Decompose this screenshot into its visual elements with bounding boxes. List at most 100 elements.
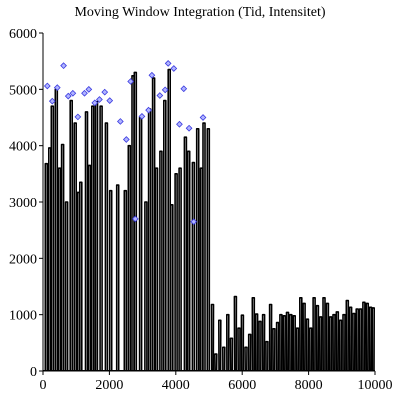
- peak-marker: [101, 88, 109, 96]
- signal-pulse: [151, 77, 156, 371]
- y-tick-label: 3000: [9, 196, 37, 211]
- y-tick-label: 1000: [9, 309, 37, 324]
- signal-pulse: [338, 319, 343, 372]
- signal-pulse: [210, 303, 215, 372]
- peak-marker: [170, 65, 178, 72]
- signal-pulse: [358, 308, 363, 372]
- signal-pulse: [279, 313, 283, 372]
- peak-marker: [69, 89, 77, 97]
- peak-marker: [85, 85, 93, 93]
- signal-pulse: [265, 340, 269, 372]
- peak-marker: [127, 78, 135, 85]
- signal-pulse: [127, 144, 132, 371]
- signal-pulse: [328, 316, 333, 372]
- signal-pulse: [170, 204, 174, 371]
- peak-marker-series: [43, 60, 207, 226]
- signal-pulse: [195, 128, 200, 371]
- signal-pulse: [258, 320, 262, 372]
- y-tick-label: 0: [30, 365, 37, 380]
- peak-marker: [156, 92, 164, 99]
- signal-pulse: [79, 181, 83, 372]
- signal-pulse: [247, 333, 252, 372]
- y-tick-label: 2000: [9, 252, 37, 267]
- x-tick-label: 8000: [295, 378, 323, 393]
- signal-pulse: [159, 150, 163, 371]
- signal-pulse: [237, 327, 241, 372]
- signal-pulse: [368, 306, 373, 372]
- signal-pulse: [226, 313, 230, 372]
- signal-pulse: [371, 307, 375, 372]
- signal-series: [43, 68, 375, 372]
- peak-marker: [53, 84, 61, 92]
- signal-pulse: [299, 297, 303, 372]
- signal-pulse: [365, 302, 369, 372]
- peak-marker: [81, 89, 88, 97]
- signal-pulse: [218, 319, 222, 372]
- signal-pulse: [94, 100, 99, 372]
- chart-axes: 0 1000 2000 3000 4000 5000 6000 0 2000 4000 6000 80…: [9, 27, 393, 393]
- peak-marker: [106, 97, 114, 104]
- signal-pulse: [147, 108, 152, 371]
- chart-title: Moving Window Integration (Tid, Intensit…: [74, 5, 326, 20]
- signal-pulse: [174, 173, 178, 371]
- signal-pulse: [233, 295, 238, 372]
- signal-pulse: [268, 303, 273, 372]
- y-tick-label: 4000: [9, 140, 37, 155]
- signal-pulse: [282, 315, 286, 372]
- signal-pulse: [240, 314, 245, 372]
- peak-marker: [148, 71, 156, 79]
- signal-pulse: [54, 88, 59, 371]
- x-tick-label: 4000: [162, 378, 190, 393]
- signal-pulse: [104, 122, 109, 371]
- signal-pulse: [64, 201, 69, 371]
- signal-pulse: [144, 201, 148, 371]
- signal-pulse: [163, 99, 167, 371]
- peak-marker: [91, 99, 99, 107]
- signal-pulse: [154, 167, 159, 371]
- signal-pulse: [342, 313, 346, 372]
- signal-pulse: [138, 116, 143, 371]
- signal-pulse: [295, 327, 300, 372]
- peak-marker: [43, 82, 51, 90]
- x-tick-label: 0: [40, 378, 47, 393]
- signal-pulse: [99, 105, 103, 371]
- peak-marker: [122, 136, 130, 143]
- x-tick-label: 10000: [358, 378, 393, 393]
- signal-pulse: [133, 71, 138, 371]
- y-tick-label: 5000: [9, 83, 37, 98]
- x-tick-label: 6000: [228, 378, 256, 393]
- signal-pulse: [315, 304, 320, 372]
- signal-pulse: [60, 143, 65, 371]
- signal-pulse: [261, 313, 266, 372]
- peak-marker: [74, 113, 82, 121]
- signal-pulse: [76, 191, 80, 371]
- signal-pulse: [335, 311, 340, 372]
- signal-pulse: [57, 167, 62, 371]
- signal-pulse: [50, 105, 55, 371]
- signal-pulse: [202, 122, 206, 371]
- signal-pulse: [275, 321, 280, 372]
- signal-pulse: [285, 311, 290, 372]
- signal-pulse: [108, 189, 113, 371]
- peak-marker: [176, 120, 183, 128]
- peak-marker: [116, 118, 124, 125]
- peak-marker: [48, 97, 56, 105]
- x-tick-label: 2000: [95, 378, 123, 393]
- peak-marker: [164, 60, 172, 67]
- peak-marker: [161, 86, 169, 94]
- signal-pulse: [44, 162, 49, 371]
- signal-pulse: [345, 299, 350, 372]
- signal-pulse: [312, 297, 316, 372]
- y-tick-label: 6000: [9, 27, 37, 42]
- signal-pulse: [325, 302, 330, 372]
- signal-pulse: [167, 68, 171, 371]
- signal-pulse: [272, 328, 276, 372]
- signal-pulse: [115, 184, 120, 371]
- signal-pulse: [178, 167, 182, 371]
- peak-marker: [145, 106, 152, 114]
- peak-marker: [199, 114, 207, 121]
- signal-pulse: [244, 346, 248, 372]
- signal-pulse: [348, 306, 353, 372]
